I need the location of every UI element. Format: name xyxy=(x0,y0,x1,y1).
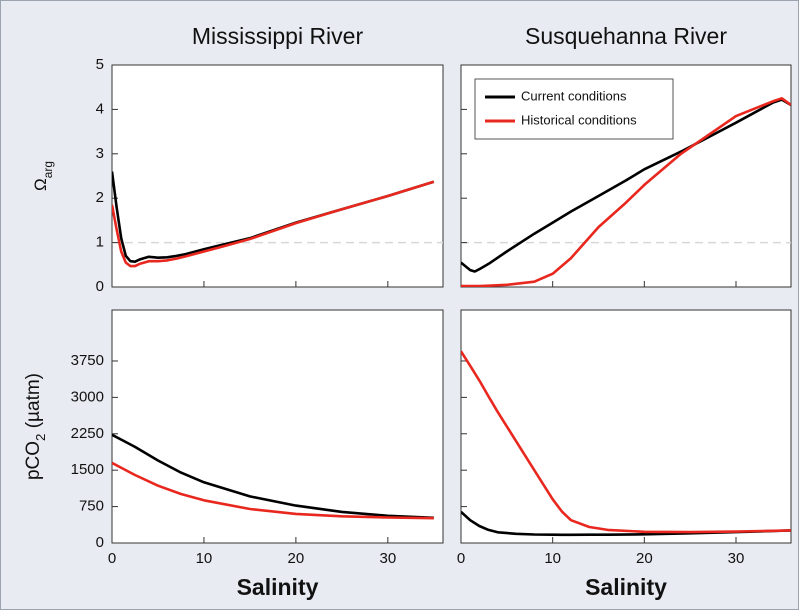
x-tick-label: 30 xyxy=(379,550,396,567)
y-tick-label: 750 xyxy=(79,498,104,515)
x-tick-label: 10 xyxy=(544,550,561,567)
x-tick-label: 30 xyxy=(728,550,745,567)
x-tick-label: 10 xyxy=(196,550,213,567)
y-axis-label-part: Ω xyxy=(31,178,50,191)
y-axis-label-part: arg xyxy=(41,161,55,178)
series-group xyxy=(461,350,791,537)
series-group xyxy=(112,433,434,520)
line-series xyxy=(112,180,435,268)
x-tick-label: 0 xyxy=(457,550,465,567)
x-axis-label: Salinity xyxy=(237,574,319,600)
legend-box xyxy=(474,78,674,140)
y-axis-label-part: pCO xyxy=(23,441,44,480)
plot-area xyxy=(111,309,444,544)
x-tick-label: 0 xyxy=(108,550,116,567)
plot-area xyxy=(111,64,444,288)
line-series xyxy=(461,97,791,287)
y-tick-label: 3000 xyxy=(71,388,104,405)
x-tick-label: 20 xyxy=(288,550,305,567)
y-tick-label: 5 xyxy=(96,56,104,73)
y-tick-label: 3 xyxy=(96,145,104,162)
y-axis-label: Ωarg xyxy=(31,161,55,191)
line-series xyxy=(461,350,791,534)
y-tick-label: 2250 xyxy=(71,425,104,442)
y-tick-label: 0 xyxy=(96,534,104,551)
y-axis-label-part: (µatm) xyxy=(23,373,44,434)
y-axis-label: pCO2 (µatm) xyxy=(23,373,48,480)
y-tick-label: 0 xyxy=(96,278,104,295)
panel-title: Susquehanna River xyxy=(525,23,727,49)
x-tick-label: 20 xyxy=(636,550,653,567)
panel-title: Mississippi River xyxy=(192,23,364,49)
y-tick-label: 1 xyxy=(96,234,104,251)
y-tick-label: 2 xyxy=(96,189,104,206)
x-axis-label: Salinity xyxy=(585,574,667,600)
y-tick-label: 1500 xyxy=(71,461,104,478)
series-group xyxy=(461,97,791,287)
y-axis-label-part: 2 xyxy=(33,434,48,441)
line-series xyxy=(461,510,791,537)
plot-area xyxy=(460,309,792,544)
line-series xyxy=(112,461,434,520)
line-series xyxy=(461,98,791,273)
legend-label: Current conditions xyxy=(521,88,627,103)
legend-label: Historical conditions xyxy=(521,112,637,127)
line-series xyxy=(112,433,434,520)
y-tick-label: 4 xyxy=(96,100,104,117)
series-group xyxy=(112,171,435,268)
y-tick-label: 3750 xyxy=(71,352,104,369)
